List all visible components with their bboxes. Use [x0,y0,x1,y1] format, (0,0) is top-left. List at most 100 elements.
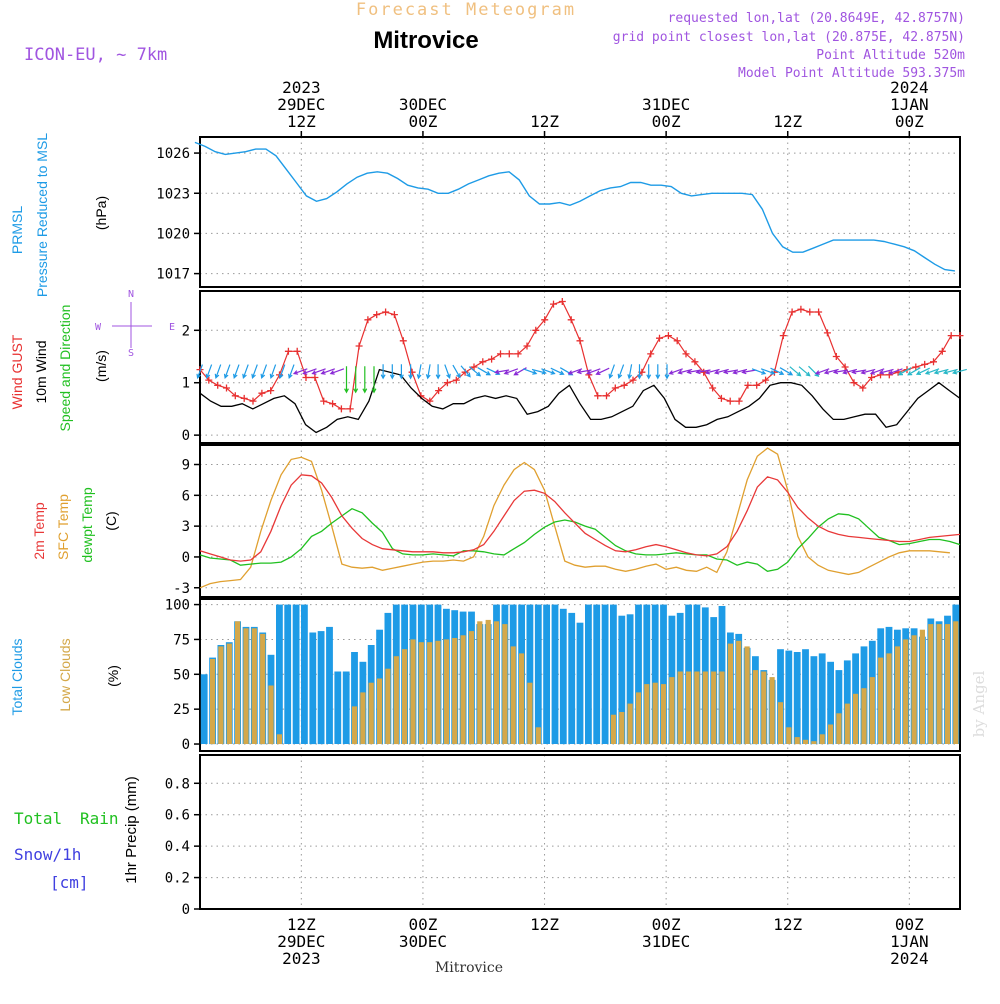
wind-direction-arrow [452,364,461,379]
gust-marker [806,308,814,316]
bottom-time-label: 2023 [282,949,321,968]
gust-marker [956,332,964,340]
low-cloud-bar [802,739,809,744]
wind-direction-arrow [353,366,359,394]
total-cloud-bar [802,649,809,744]
compass-west: W [95,322,102,333]
low-cloud-bar [393,656,399,745]
wind-direction-arrow [251,364,258,379]
wind-direction-arrow [468,366,482,377]
total-cloud-bar [576,622,584,744]
gust-marker [717,394,725,402]
wind-direction-arrow [627,364,633,380]
top-time-label: 00Z [895,112,924,131]
wind-direction-arrow [608,364,615,379]
wind-direction-arrow [320,368,336,375]
low-cloud-bar [711,671,717,744]
compass-north: N [128,289,134,300]
wind-direction-arrow [344,366,349,394]
footer-location: Mitrovice [435,960,503,976]
total-cloud-bar [317,631,325,745]
low-cloud-bar [619,712,625,745]
total-cloud-bar [843,660,851,745]
wind-direction-arrow [617,364,625,379]
gust-marker [930,358,937,366]
precip-ytick-label: 0.8 [165,776,190,792]
low-cloud-bar [828,724,834,744]
total-cloud-bar [626,614,634,744]
low-cloud-bar [610,714,616,744]
pressure-ytick-label: 1023 [156,186,190,202]
bottom-time-label: 00Z [652,915,681,934]
t2m-line [199,474,961,562]
gust-marker [832,353,840,360]
top-time-label: 2023 [282,78,321,97]
gust-marker [258,389,266,397]
gust-marker [346,405,354,413]
gust-marker [311,374,319,381]
temperature-ytick-label: 6 [182,488,190,504]
gust-marker [868,374,876,381]
total-cloud-bar [284,604,292,744]
gust-marker [629,376,637,384]
requested-coords: requested lon,lat (20.8649E, 42.8757N) [668,11,965,26]
low-cloud-bar [919,629,925,744]
low-cloud-bar [944,624,951,744]
low-cloud-bar [777,702,784,744]
low-cloud-bar [276,734,282,745]
wind-compass: N S W E [95,289,175,359]
gust-marker [505,350,513,358]
wind-speed-line [199,368,961,434]
total-cloud-bar [326,626,333,744]
wind-ytick-label: 2 [182,323,190,339]
low-cloud-bar [251,628,257,744]
gust-marker [470,363,478,371]
pressure-ytick-label: 1026 [156,146,190,162]
gust-marker [452,376,460,384]
low-cloud-label: Low Clouds [57,638,73,711]
cloud-unit: (%) [105,665,121,687]
pressure-panel-labels: PRMSL Pressure Reduced to MSL (hPa) [9,133,109,297]
gust-line [199,300,960,410]
wind-direction-arrow [362,366,368,394]
low-cloud-bar [410,639,416,744]
wind-direction-arrow [196,364,203,379]
gust-marker [443,379,451,387]
bottom-time-label: 12Z [773,915,802,934]
wind-direction-arrow [460,365,471,378]
wind-direction-arrow [477,367,491,376]
low-cloud-bar [953,621,959,744]
total-cloud-bar [301,604,308,744]
total-cloud-bar [342,671,350,744]
pressure-ytick-label: 1020 [156,226,190,242]
top-time-label: 12Z [530,112,559,131]
low-cloud-bar [235,621,241,744]
gust-marker [938,347,946,355]
top-time-label: 31DEC [642,95,690,114]
total-cloud-bar [334,671,342,744]
low-cloud-bar [402,649,408,744]
wind-direction-arrow [567,368,583,375]
gust-marker [797,305,805,313]
wind-direction-arrow [278,364,286,379]
temperature-frame [199,444,961,598]
gust-marker [912,363,920,371]
wind-direction-arrow [664,364,670,380]
gust-marker [664,332,672,340]
wind-dir-label: Speed and Direction [57,305,73,432]
wind-direction-arrow [292,368,308,375]
gust-marker [399,337,407,345]
prmsl-long-label: Pressure Reduced to MSL [34,133,50,297]
low-cloud-bar [727,643,733,744]
low-cloud-bar [694,671,700,744]
low-cloud-bar [226,643,232,744]
total-cloud-bar [818,653,826,744]
gust-marker [302,374,310,381]
low-cloud-bar [635,692,642,744]
precip-ytick-label: 0 [182,902,190,918]
low-cloud-bar [660,684,667,745]
gust-marker [656,334,663,342]
wind-direction-arrow [425,364,431,380]
model-altitude: Model Point Altitude 593.375m [738,66,965,81]
wind-direction-arrow [550,367,565,375]
